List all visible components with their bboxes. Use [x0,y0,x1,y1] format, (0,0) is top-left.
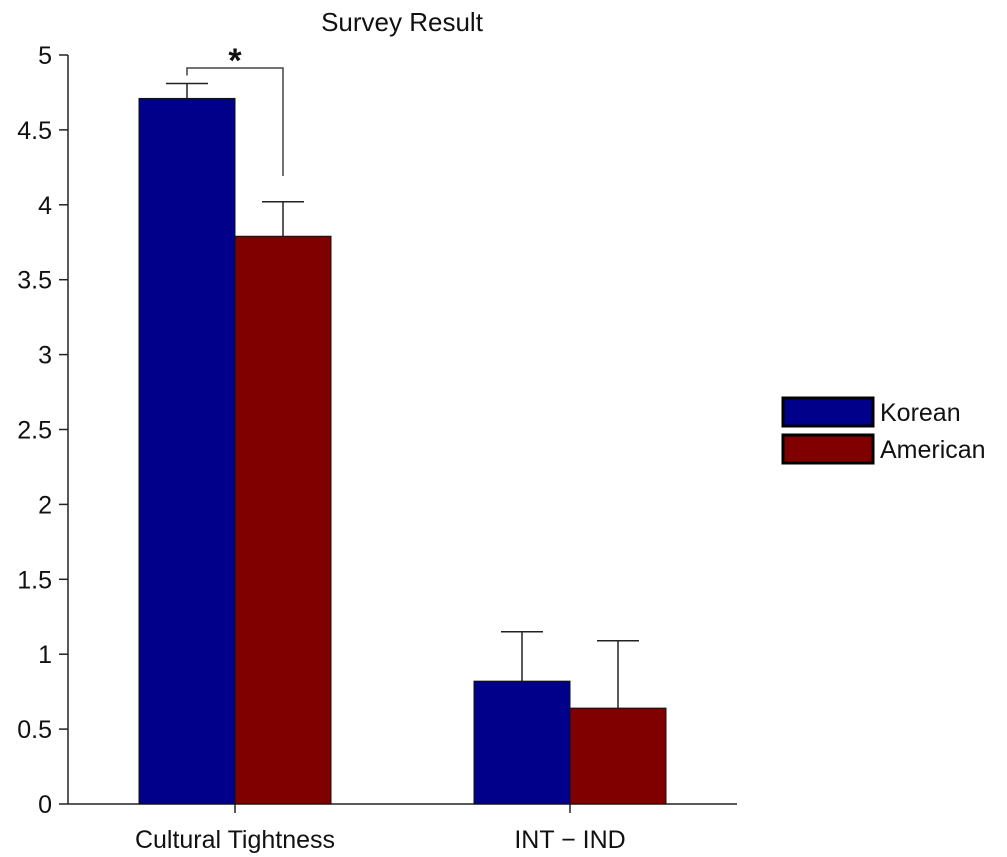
x-category-label: INT − IND [514,826,625,854]
y-tick-label: 0 [38,791,52,819]
legend-label-korean: Korean [880,399,961,427]
axes: 0 0.5 1 1.5 2 2.5 3 3.5 4 4.5 5 Cultural Tightness I… [17,42,737,854]
y-tick-label: 1.5 [17,566,52,594]
legend-swatch-american [781,433,875,465]
y-tick-label: 2.5 [17,417,52,445]
legend-swatch-korean [781,396,875,428]
y-tick-label: 2 [38,491,52,519]
y-tick-label: 3.5 [17,267,52,295]
chart-title: Survey Result [321,7,484,37]
legend-label-american: American [880,436,986,464]
error-bars-group [166,82,639,709]
significance-annotation: * [186,42,284,176]
y-tick-label: 0.5 [17,716,52,744]
bar-korean [138,97,236,805]
significance-bracket [186,67,284,176]
bar-american [569,707,667,805]
bar-american [234,235,332,805]
bar-korean [473,680,571,805]
legend: Korean American [781,396,986,465]
y-tick-label: 4.5 [17,117,52,145]
y-tick-label: 1 [38,641,52,669]
y-tick-label: 5 [38,42,52,70]
y-tick-label: 4 [38,192,52,220]
significance-star: * [228,42,242,80]
y-tick-label: 3 [38,342,52,370]
bars-group [138,97,667,805]
x-category-label: Cultural Tightness [135,826,335,854]
